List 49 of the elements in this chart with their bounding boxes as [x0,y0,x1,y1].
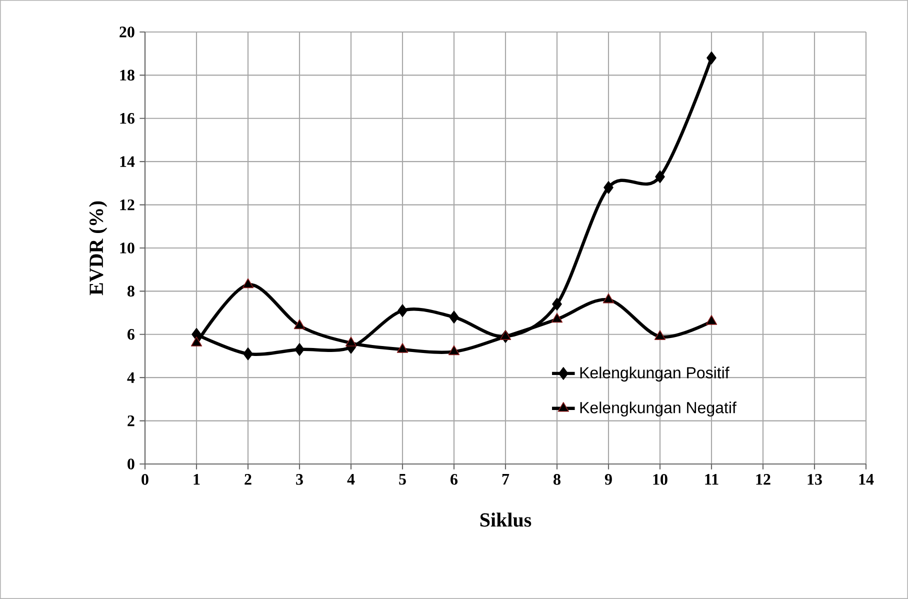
legend-label: Kelengkungan Positif [580,366,730,382]
point [449,310,459,324]
point [706,315,718,325]
x-tick-label: 0 [142,474,148,485]
y-tick-label: 0 [128,458,134,470]
point [551,312,563,323]
y-tick-label: 20 [120,26,134,38]
x-tick-label: 13 [808,474,822,485]
x-tick-label: 2 [244,474,252,485]
y-tick-label: 4 [127,372,135,383]
point [655,170,665,184]
x-tick-label: 10 [653,474,668,485]
x-tick-label: 11 [705,474,718,485]
x-tick-label: 4 [347,474,355,485]
point [398,304,408,318]
point [190,336,202,346]
point [294,343,304,356]
point [654,330,666,340]
y-tick-label: 14 [120,156,135,167]
point [242,278,254,288]
x-tick-label: 3 [296,474,303,485]
x-tick-label: 12 [756,474,770,485]
point [294,319,306,330]
y-axis-title: EVDR (%) [89,201,108,296]
point [243,347,253,360]
x-axis-title: Siklus [480,512,532,527]
point [500,330,512,340]
y-tick-label: 8 [127,286,134,297]
y-tick-label: 10 [120,242,134,254]
x-tick-label: 6 [450,474,458,485]
x-tick-label: 7 [502,474,510,485]
y-tick-label: 12 [120,199,134,210]
point [396,343,408,353]
x-tick-label: 1 [194,474,200,485]
x-tick-label: 14 [859,474,874,485]
point [345,336,357,346]
point [706,52,716,64]
y-tick-label: 6 [128,329,134,340]
y-tick-label: 16 [120,113,134,124]
y-tick-label: 18 [120,70,134,81]
point [604,181,614,194]
x-tick-label: 9 [604,474,612,485]
point [552,298,562,311]
y-tick-label: 2 [128,415,134,426]
x-tick-label: 8 [554,474,560,485]
point [448,345,460,356]
x-tick-label: 5 [399,474,406,485]
point [602,293,614,304]
legend-label: Kelengkungan Negatif [580,402,736,417]
